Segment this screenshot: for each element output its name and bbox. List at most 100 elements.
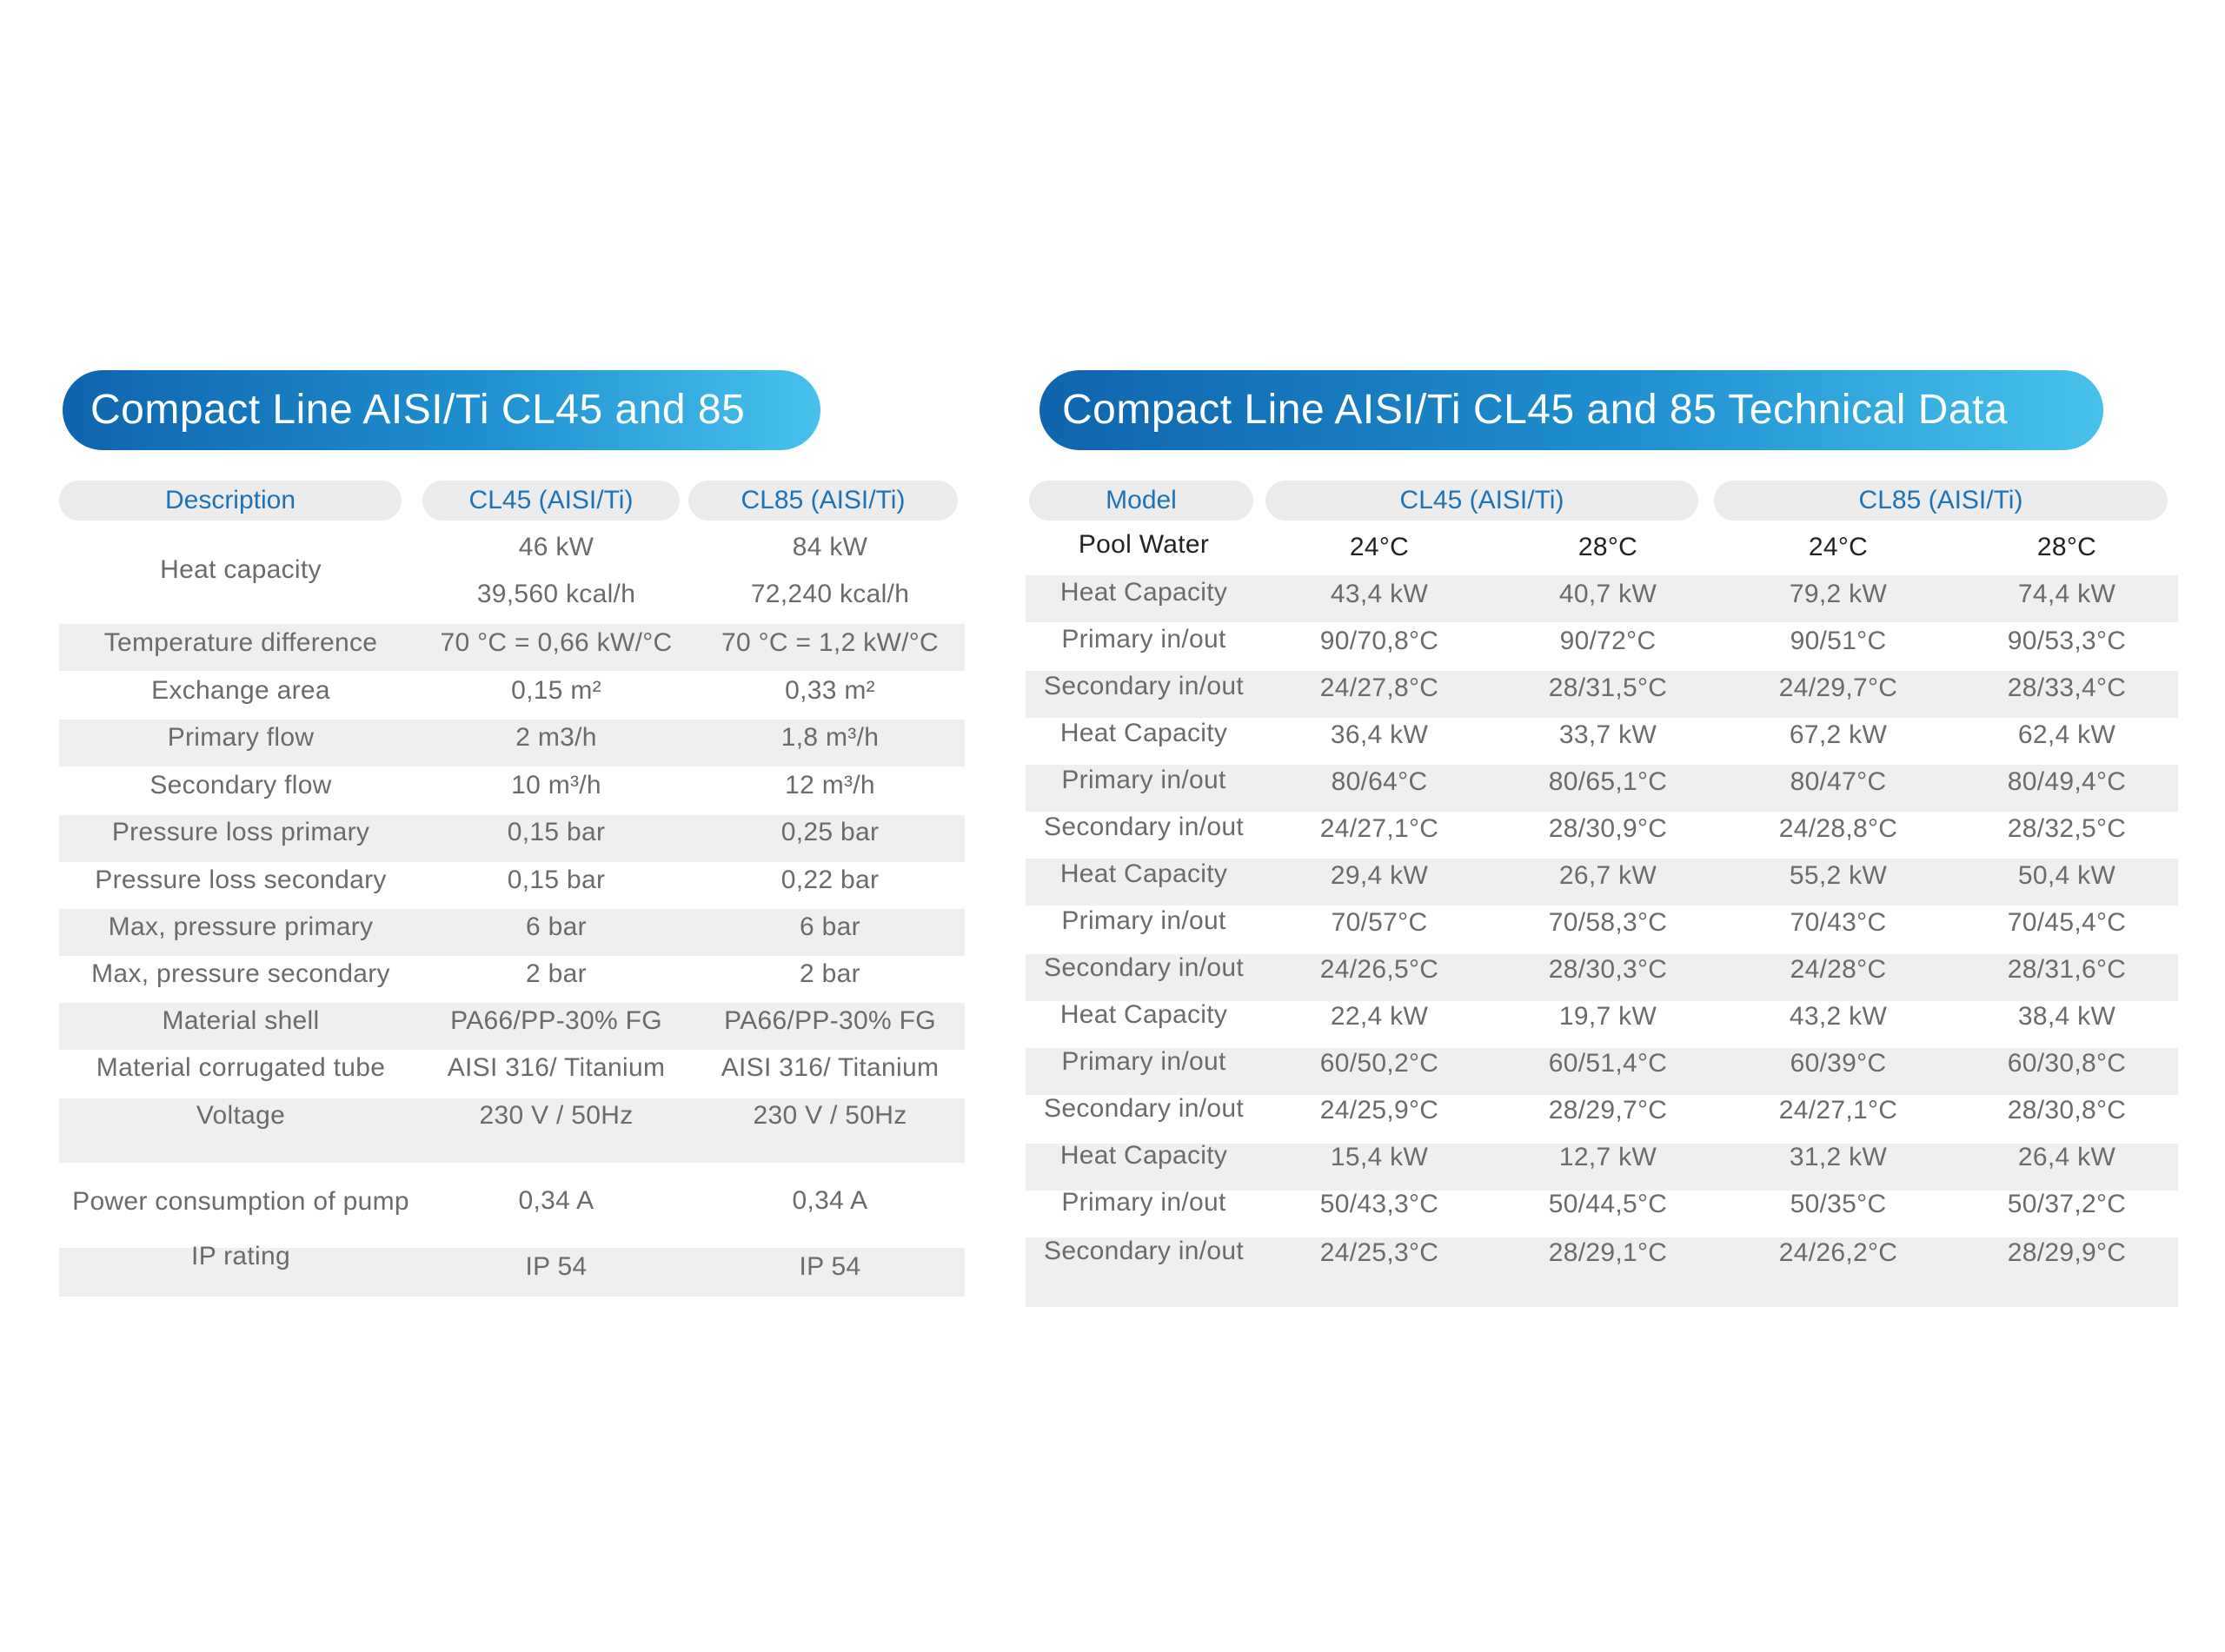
table2-cell: 43,2 kW [1790,1002,1887,1032]
table2-row-label: Primary in/out [1061,625,1225,654]
table1-cell-cl45: 6 bar [526,912,587,942]
table2-cell: 80/47°C [1790,767,1887,797]
table2-title: Compact Line AISI/Ti CL45 and 85 Technic… [1039,370,2103,450]
table2-row-label: Heat Capacity [1060,1000,1227,1030]
table1-cell-cl85: 84 kW [793,533,868,562]
table1-cell-cl85: 6 bar [800,912,860,942]
table2-cell: 24/27,8°C [1320,673,1438,703]
table1-row-label: Heat capacity [160,555,322,585]
table1-cell-cl45: 39,560 kcal/h [477,580,635,609]
table1-cell-cl45: 0,15 bar [508,818,605,847]
table2-cell: 90/51°C [1790,627,1887,656]
table1-row-label: Primary flow [168,723,315,753]
table2-row-label: Primary in/out [1061,1047,1225,1077]
table2-row-label: Heat Capacity [1060,1141,1227,1171]
table1-row-label: Secondary flow [149,771,331,800]
table2-cell: 31,2 kW [1790,1143,1887,1172]
table2-row-label: Secondary in/out [1044,1237,1244,1266]
table2-cell: 28/30,3°C [1549,955,1667,985]
table2-cell: 50,4 kW [2018,861,2115,891]
table2-cell: 24/28°C [1790,955,1887,985]
table2-cell: 28/30,9°C [1549,814,1667,844]
table1-cell-cl45: 10 m³/h [511,771,601,800]
table2-cell: 67,2 kW [1790,720,1887,750]
table1-cell-cl85: PA66/PP-30% FG [724,1006,936,1036]
table2-row-label: Heat Capacity [1060,578,1227,607]
table1-title: Compact Line AISI/Ti CL45 and 85 [63,370,820,450]
table2-row-label: Primary in/out [1061,906,1225,936]
table1-cell-cl85: 70 °C = 1,2 kW/°C [721,628,939,658]
table1-row-label: Pressure loss primary [112,818,369,847]
table1-cell-cl85: 0,34 A [793,1186,868,1216]
table2-header-cl45: CL45 (AISI/Ti) [1265,481,1698,521]
table2-cell: 74,4 kW [2018,580,2115,609]
table2-cell: 50/37,2°C [2008,1190,2126,1219]
table2-cell: 28/33,4°C [2008,673,2126,703]
table2-row-stripe [1026,1265,2178,1307]
table2-cell: 60/39°C [1790,1049,1887,1078]
table1-header-cl85: CL85 (AISI/Ti) [688,481,958,521]
table2-cell: 90/72°C [1560,627,1657,656]
table1-cell-cl85: AISI 316/ Titanium [721,1053,940,1083]
table2-cell: 24/26,2°C [1779,1238,1897,1268]
table2-cell: 28/29,7°C [1549,1096,1667,1125]
table1-cell-cl45: 70 °C = 0,66 kW/°C [441,628,673,658]
table1-cell-cl85: 0,25 bar [781,818,879,847]
table2-cell: 40,7 kW [1559,580,1657,609]
table1-cell-cl45: 46 kW [519,533,594,562]
table2-cell: 70/45,4°C [2008,908,2126,938]
table2-row-label: Primary in/out [1061,1188,1225,1217]
table2-cell: 50/35°C [1790,1190,1887,1219]
table2-header-cl85: CL85 (AISI/Ti) [1714,481,2168,521]
table2-cell: 79,2 kW [1790,580,1887,609]
table1-cell-cl45: PA66/PP-30% FG [450,1006,662,1036]
table1-cell-cl45: AISI 316/ Titanium [448,1053,666,1083]
table1-header-cl45: CL45 (AISI/Ti) [422,481,680,521]
table2-pool-water-label: Pool Water [1079,530,1209,560]
table1-row-label: Material shell [163,1006,320,1036]
table2-cell: 70/57°C [1332,908,1428,938]
table1-row-label: Temperature difference [104,628,378,658]
table1-cell-cl85: 230 V / 50Hz [753,1101,907,1131]
table2-temp-header: 24°C [1350,533,1409,562]
table2-cell: 24/26,5°C [1320,955,1438,985]
table2-cell: 50/44,5°C [1549,1190,1667,1219]
table2-cell: 24/25,9°C [1320,1096,1438,1125]
table2-cell: 28/31,6°C [2008,955,2126,985]
table2-cell: 70/43°C [1790,908,1887,938]
table2-cell: 55,2 kW [1790,861,1887,891]
table1-cell-cl85: 1,8 m³/h [781,723,879,753]
table1-cell-cl45: 0,15 m² [511,676,601,706]
table2-cell: 28/30,8°C [2008,1096,2126,1125]
table2-cell: 90/70,8°C [1320,627,1438,656]
table2-cell: 28/31,5°C [1549,673,1667,703]
table2-temp-header: 28°C [2037,533,2096,562]
table2-cell: 80/64°C [1332,767,1428,797]
table2-cell: 70/58,3°C [1549,908,1667,938]
table2-cell: 24/27,1°C [1320,814,1438,844]
table1-row-label: Pressure loss secondary [95,866,386,895]
table2-cell: 36,4 kW [1331,720,1428,750]
table2-cell: 80/65,1°C [1549,767,1667,797]
table2-cell: 60/30,8°C [2008,1049,2126,1078]
table2-cell: 60/50,2°C [1320,1049,1438,1078]
table1-row-label: Power consumption of pump [71,1187,410,1217]
table2-cell: 60/51,4°C [1549,1049,1667,1078]
table2-cell: 43,4 kW [1331,580,1428,609]
table2-row-label: Secondary in/out [1044,813,1244,842]
table2-temp-header: 28°C [1578,533,1637,562]
table2-cell: 24/29,7°C [1779,673,1897,703]
table2-temp-header: 24°C [1809,533,1868,562]
table1-row-label: Max, pressure primary [109,912,374,942]
table2-cell: 24/28,8°C [1779,814,1897,844]
table2-cell: 12,7 kW [1559,1143,1657,1172]
table1-cell-cl85: IP 54 [799,1252,860,1282]
table2-cell: 50/43,3°C [1320,1190,1438,1219]
table1-header-description: Description [59,481,402,521]
table2-cell: 80/49,4°C [2008,767,2126,797]
table1-cell-cl85: 12 m³/h [785,771,875,800]
table1-cell-cl45: 2 m3/h [515,723,597,753]
table1-row-label: IP rating [191,1242,290,1271]
table1-cell-cl85: 72,240 kcal/h [751,580,909,609]
table1-cell-cl85: 2 bar [800,959,860,989]
